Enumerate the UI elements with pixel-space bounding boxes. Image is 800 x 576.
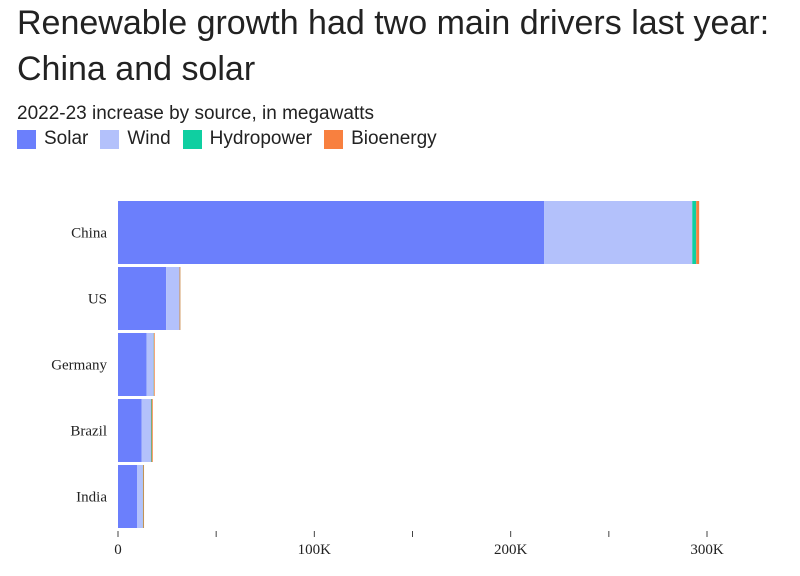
category-label: Germany <box>51 358 107 374</box>
category-label: India <box>76 490 107 506</box>
bar-brazil-solar <box>118 399 142 462</box>
x-tick-label: 0 <box>114 542 122 558</box>
chart-title: Renewable growth had two main drivers la… <box>17 4 770 88</box>
bar-brazil-bioenergy <box>151 399 153 462</box>
bar-india-solar <box>118 465 138 528</box>
x-tick-label: 100K <box>298 542 332 558</box>
category-label: Brazil <box>70 424 107 440</box>
bar-china-solar <box>118 201 545 264</box>
bar-china-hydropower <box>692 201 697 264</box>
x-tick-label: 200K <box>494 542 528 558</box>
bar-germany-solar <box>118 333 147 396</box>
bar-brazil-hydropower <box>150 399 152 462</box>
legend-swatch <box>100 129 120 149</box>
category-label: China <box>71 226 107 242</box>
category-label: US <box>88 292 107 308</box>
bar-china-wind <box>544 201 693 264</box>
legend-label: Bioenergy <box>351 128 437 149</box>
bar-germany-wind <box>146 333 154 396</box>
legend-label: Solar <box>44 128 89 149</box>
legend-item-wind: Wind <box>100 128 171 150</box>
bar-india-wind <box>137 465 143 528</box>
bar-us-solar <box>118 267 167 330</box>
legend-label: Hydropower <box>209 128 313 149</box>
legend-swatch <box>17 129 36 149</box>
bar-china-bioenergy <box>696 201 700 264</box>
chart-subtitle: 2022-23 increase by source, in megawatts <box>17 103 374 124</box>
bar-germany-bioenergy <box>153 333 155 396</box>
legend-item-solar: Solar <box>17 128 88 150</box>
bar-us-bioenergy <box>179 267 181 330</box>
legend-swatch <box>324 129 344 149</box>
bar-india-bioenergy <box>143 465 145 528</box>
legend-label: Wind <box>127 128 171 149</box>
legend-item-bioenergy: Bioenergy <box>324 128 437 150</box>
legend-swatch <box>182 129 202 149</box>
bar-us-wind <box>166 267 180 330</box>
legend: Solar Wind Hydropower Bioenergy <box>17 128 449 150</box>
x-tick-label: 300K <box>690 542 724 558</box>
legend-item-hydropower: Hydropower <box>182 128 313 150</box>
bar-brazil-wind <box>141 399 151 462</box>
